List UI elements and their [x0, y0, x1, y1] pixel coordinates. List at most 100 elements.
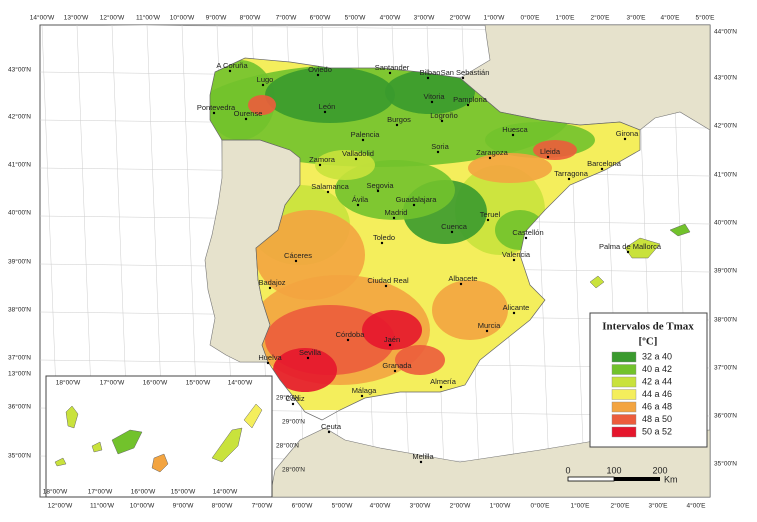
longitude-label: 8°00'W	[240, 14, 262, 22]
city-dot	[626, 250, 630, 254]
longitude-label: 6°00'W	[292, 502, 314, 510]
latitude-label: 36°00'N	[714, 412, 737, 420]
city-dot	[327, 430, 331, 434]
inset-longitude-label: 14°00'W	[228, 379, 253, 387]
island	[211, 427, 243, 463]
city-dot	[306, 356, 310, 360]
city-label: Valladolid	[342, 149, 374, 158]
longitude-label: 11°00'W	[90, 502, 115, 510]
latitude-label: 40°00'N	[8, 209, 31, 217]
inset: 18°00'W 17°00'W 16°00'W 15°00'W 14°00'W 18°00…	[43, 375, 305, 498]
city-label: Toledo	[373, 233, 395, 242]
city-dot	[361, 138, 365, 142]
island	[624, 237, 661, 259]
temp-zone	[210, 60, 275, 140]
latitude-label: 38°00'N	[8, 306, 31, 314]
temp-zone	[385, 70, 475, 114]
city-dot	[524, 236, 528, 240]
longitude-label: 10°00'W	[130, 502, 155, 510]
latitude-label: 41°00'N	[714, 171, 737, 179]
longitude-label: 4°00'E	[660, 14, 680, 22]
city-dot	[567, 177, 571, 181]
longitude-label: 10°00'W	[170, 14, 195, 22]
city-label: Albacete	[448, 274, 477, 283]
temp-zone	[533, 140, 577, 160]
inset-longitude-label: 17°00'W	[88, 488, 113, 496]
city-label: Castellón	[512, 228, 543, 237]
latitude-label: 42°00'N	[8, 113, 31, 121]
longitude-label: 3°00'W	[410, 502, 432, 510]
city-dot	[354, 157, 358, 161]
city-label: Bilbao	[420, 68, 441, 77]
legend-swatch	[611, 389, 637, 400]
city-dot	[393, 369, 397, 373]
city-label: Granada	[382, 361, 412, 370]
city-label: Huelva	[258, 353, 282, 362]
longitude-label: 0°00'E	[520, 14, 540, 22]
longitude-label: 9°00'W	[206, 14, 228, 22]
spain-outline	[209, 57, 641, 421]
island	[243, 403, 263, 429]
legend-swatch	[611, 426, 637, 438]
latitude-label: 43°00'N	[714, 74, 737, 82]
longitude-label: 3°00'E	[626, 14, 646, 22]
longitude-label: 13°00'W	[64, 14, 89, 22]
island	[111, 429, 143, 455]
latitude-label: 40°00'N	[714, 219, 737, 227]
city-dot	[261, 83, 265, 87]
city-dot	[600, 167, 604, 171]
city-label: Girona	[616, 129, 639, 138]
city-dot	[512, 258, 516, 262]
inset-latitude-label: 29°00'N	[282, 418, 305, 426]
longitude-label: 2°00'E	[590, 14, 610, 22]
city-label: Pontevedra	[197, 103, 236, 112]
latitude-label: 37°00'N	[8, 354, 31, 362]
inset-longitude-label: 18°00'W	[56, 379, 81, 387]
city-label: Cuenca	[441, 222, 468, 231]
city-dot	[294, 259, 298, 263]
city-label: Ceuta	[321, 422, 342, 431]
city-dot	[430, 100, 434, 104]
city-label: Melilla	[412, 452, 434, 461]
inset-longitude-label: 14°00'W	[213, 488, 238, 496]
city-dot	[384, 284, 388, 288]
city-label: Cádiz	[285, 394, 304, 403]
longitude-label: 1°00'W	[490, 502, 512, 510]
temp-zone	[315, 150, 375, 180]
city-dot	[450, 230, 454, 234]
latitude-label: 36°00'N	[8, 403, 31, 411]
longitude-label: 1°00'W	[484, 14, 506, 22]
city-label: Logroño	[430, 111, 458, 120]
city-dot	[228, 69, 232, 73]
latitude-label: 35°00'N	[8, 452, 31, 460]
longitude-label: 6°00'W	[310, 14, 332, 22]
city-label: Jaén	[384, 335, 400, 344]
city-label: Lugo	[257, 75, 274, 84]
temp-zone	[273, 348, 337, 392]
inset-longitude-label: 16°00'W	[143, 379, 168, 387]
longitude-label: 5°00'W	[332, 502, 354, 510]
longitude-label: 0°00'E	[530, 502, 550, 510]
longitude-label: 1°00'E	[555, 14, 575, 22]
city-dot	[461, 76, 465, 80]
city-label: Salamanca	[311, 182, 349, 191]
city-dot	[266, 361, 270, 365]
city-dot	[466, 103, 470, 107]
island	[669, 223, 691, 237]
island	[151, 453, 169, 473]
city-label: Zamora	[309, 155, 336, 164]
longitude-label: 8°00'W	[212, 502, 234, 510]
latitude-label: 35°00'N	[714, 460, 737, 468]
latitude-label: 37°00'N	[714, 364, 737, 372]
inset-longitude-label: 15°00'W	[186, 379, 211, 387]
longitude-label: 7°00'W	[252, 502, 274, 510]
longitude-label: 12°00'W	[100, 14, 125, 22]
balearic-islands	[589, 223, 691, 289]
inset-latitude-label: 28°00'N	[276, 442, 299, 450]
city-dot	[459, 282, 463, 286]
longitude-label: 5°00'E	[695, 14, 715, 22]
city-label: Ourense	[234, 109, 263, 118]
city-dot	[512, 311, 516, 315]
longitude-label: 4°00'W	[380, 14, 402, 22]
